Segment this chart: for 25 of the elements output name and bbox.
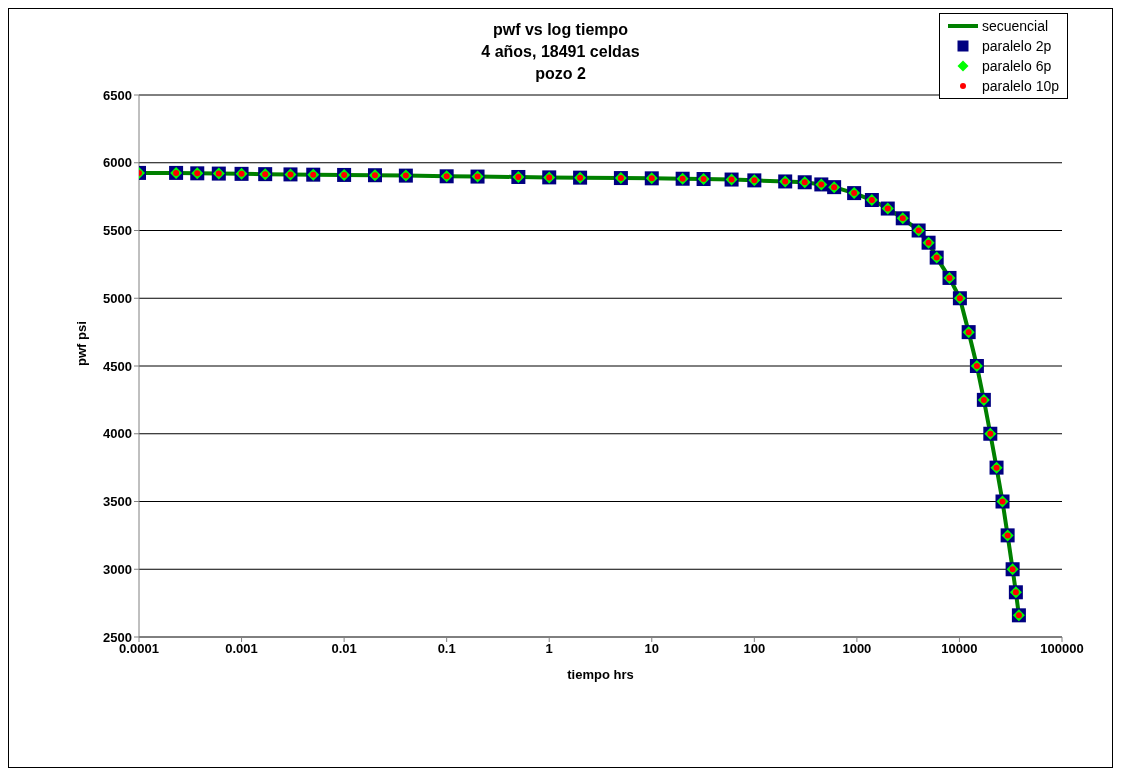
x-tick-label: 10	[644, 641, 660, 657]
y-tick-label: 3000	[103, 561, 132, 577]
x-tick-label: 1	[545, 641, 553, 657]
chart-title: pwf vs log tiempo	[492, 21, 629, 38]
y-tick-label: 4500	[103, 358, 132, 374]
y-tick-label: 3500	[103, 494, 132, 510]
legend-label: paralelo 10p	[981, 78, 1059, 94]
y-tick-label: 4000	[103, 426, 132, 442]
chart-subtitle: 4 años, 18491 celdas pozo 2	[481, 43, 640, 82]
legend-label: paralelo 2p	[981, 38, 1052, 54]
y-tick-label: 6500	[103, 87, 132, 103]
x-tick-label: 0.01	[331, 641, 357, 657]
x-tick-label: 0.001	[225, 641, 258, 657]
x-tick-label: 0.1	[437, 641, 456, 657]
x-tick-label: 100000	[1040, 641, 1084, 657]
legend-label: secuencial	[981, 18, 1049, 34]
legend-label: paralelo 6p	[981, 58, 1052, 74]
x-axis-title: tiempo hrs	[567, 667, 634, 682]
y-tick-label: 5500	[103, 223, 132, 239]
y-tick-label: 5000	[103, 290, 132, 306]
x-tick-label: 1000	[842, 641, 872, 657]
y-tick-label: 6000	[103, 155, 132, 171]
x-tick-label: 100	[743, 641, 766, 657]
x-tick-label: 10000	[941, 641, 978, 657]
y-axis-title: pwf psi	[73, 321, 89, 366]
